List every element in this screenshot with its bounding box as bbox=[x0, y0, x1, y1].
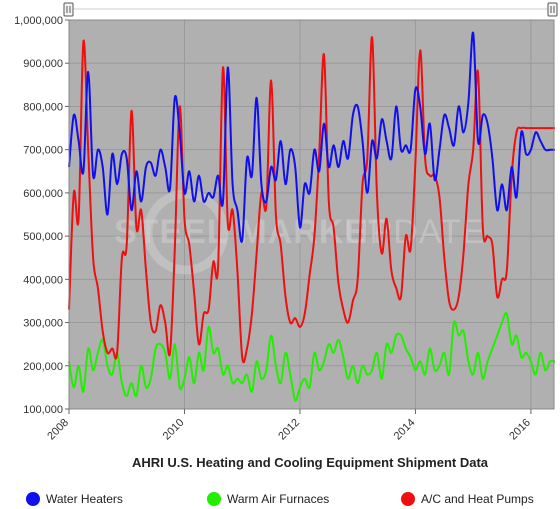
x-tick-label: 2012 bbox=[276, 417, 302, 443]
y-tick-label: 400,000 bbox=[23, 274, 63, 286]
plot-border bbox=[68, 19, 555, 410]
range-slider bbox=[63, 2, 558, 17]
x-tick-label: 2014 bbox=[392, 417, 418, 443]
series-line-warm-air-furnaces bbox=[68, 312, 556, 402]
y-axis: 100,000 200,000 300,000 400,000 500,000 600,0… bbox=[14, 15, 69, 416]
watermark-thin: UPDATE bbox=[344, 213, 485, 251]
y-tick-label: 600,000 bbox=[23, 188, 63, 200]
y-tick-label: 200,000 bbox=[23, 361, 63, 373]
range-handle-right[interactable] bbox=[547, 2, 558, 17]
series-layer bbox=[68, 31, 556, 402]
y-tick-label: 100,000 bbox=[23, 404, 63, 416]
series-line-water-heaters bbox=[68, 31, 555, 243]
chart-title: AHRI U.S. Heating and Cooling Equipment … bbox=[132, 455, 489, 470]
watermark-bold: STEEL MARKET bbox=[114, 213, 390, 251]
legend-marker-water-heaters bbox=[26, 492, 40, 506]
x-tick-label: 2010 bbox=[161, 417, 187, 443]
series-line-a-c-and-heat-pumps bbox=[68, 36, 555, 364]
x-tick-label: 2008 bbox=[45, 417, 71, 443]
y-tick-label: 700,000 bbox=[23, 145, 63, 157]
legend-marker-a-c-and-heat-pumps bbox=[401, 492, 415, 506]
y-tick-label: 900,000 bbox=[23, 58, 63, 70]
y-tick-label: 300,000 bbox=[23, 318, 63, 330]
watermark: STEEL MARKET UPDATE bbox=[114, 189, 485, 275]
y-tick-label: 1,000,000 bbox=[14, 15, 63, 27]
x-tick-label: 2016 bbox=[507, 417, 533, 443]
x-axis: 2008 2010 2012 2014 2016 bbox=[45, 409, 533, 442]
legend-marker-warm-air-furnaces bbox=[207, 492, 221, 506]
y-tick-label: 800,000 bbox=[23, 101, 63, 113]
range-handle-left[interactable] bbox=[63, 2, 74, 17]
legend-label-warm-air-furnaces: Warm Air Furnaces bbox=[227, 492, 329, 506]
y-tick-label: 500,000 bbox=[23, 231, 63, 243]
legend-label-a-c-and-heat-pumps: A/C and Heat Pumps bbox=[421, 492, 534, 506]
legend: Water Heaters Warm Air Furnaces A/C and He… bbox=[26, 492, 534, 506]
legend-label-water-heaters: Water Heaters bbox=[46, 492, 123, 506]
